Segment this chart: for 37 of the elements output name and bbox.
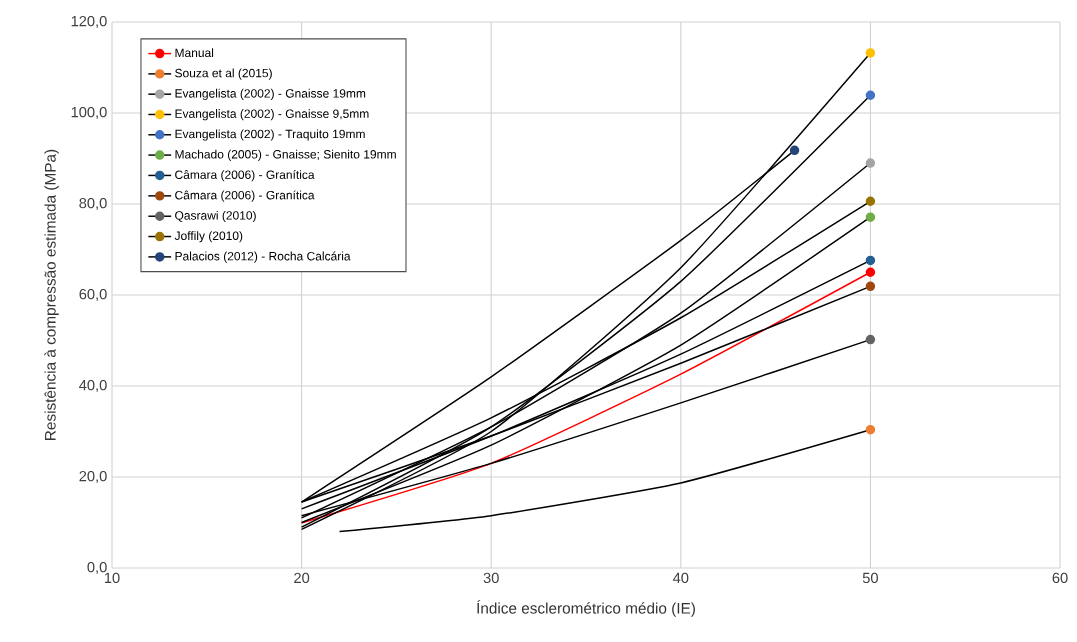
legend-label: Palacios (2012) - Rocha Calcária (175, 251, 351, 263)
y-tick-label: 20,0 (79, 470, 107, 484)
legend-label: Câmara (2006) - Granítica (175, 190, 315, 202)
legend-label: Evangelista (2002) - Gnaisse 19mm (175, 88, 366, 101)
y-tick-label: 120,0 (71, 15, 107, 29)
y-tick-label: 60,0 (79, 288, 107, 302)
x-tick-label: 30 (483, 572, 499, 584)
y-tick-label: 100,0 (71, 106, 107, 120)
point (865, 212, 876, 222)
y-tick-label: 0,0 (87, 561, 107, 575)
legend-label: Souza et al (2015) (175, 68, 272, 80)
point (865, 90, 876, 100)
point (865, 196, 876, 207)
y-tick-label: 80,0 (79, 197, 107, 211)
point (865, 334, 876, 345)
x-tick-label: 40 (672, 572, 689, 584)
point (789, 145, 800, 156)
legend-label: Machado (2005) - Gnaisse; Sienito 19mm (175, 149, 396, 161)
point (865, 255, 876, 266)
x-tick-label: 10 (104, 572, 120, 584)
legend-label: Qasrawi (2010) (175, 210, 256, 223)
legend-label: Câmara (2006) - Granítica (175, 170, 315, 182)
point (865, 267, 876, 277)
x-tick-label: 20 (294, 572, 310, 584)
legend-label: Evangelista (2002) - Gnaisse 9,5mm (175, 109, 369, 121)
point (865, 424, 876, 435)
x-axis-title: Índice esclerométrico médio (IE) (477, 600, 695, 617)
legend-label: Evangelista (2002) - Traquito 19mm (175, 129, 365, 141)
point (865, 158, 876, 168)
legend-label: Joffily (2010) (174, 231, 243, 243)
y-tick-label: 40,0 (79, 379, 107, 393)
y-axis-title: Resistência à compressão estimada (MPa) (44, 149, 59, 440)
point (865, 281, 876, 292)
legend-label: Manual (175, 48, 214, 58)
point (865, 48, 876, 58)
x-tick-label: 60 (1052, 572, 1068, 584)
x-tick-label: 50 (862, 572, 878, 584)
